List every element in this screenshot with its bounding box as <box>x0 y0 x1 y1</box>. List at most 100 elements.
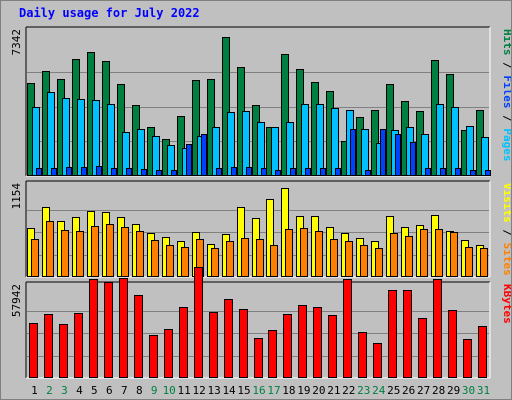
bar-kbytes-day-23 <box>358 332 367 378</box>
x-tick-label-3: 3 <box>61 384 68 397</box>
chart-title: Daily usage for July 2022 <box>19 6 200 20</box>
bar-hits-day-12 <box>192 80 200 176</box>
bar-sites-day-26 <box>405 236 413 277</box>
bar-pages-day-23 <box>365 170 371 176</box>
bar-files-day-5 <box>92 100 100 176</box>
x-tick-label-25: 25 <box>387 384 400 397</box>
series-kbytes <box>29 267 487 378</box>
bar-pages-day-18 <box>290 168 296 176</box>
bar-sites-day-13 <box>211 248 219 277</box>
x-tick-label-11: 11 <box>178 384 191 397</box>
bar-sites-day-15 <box>241 238 249 277</box>
legend-entry-files: Files <box>501 75 511 108</box>
bar-sites-day-20 <box>315 231 323 277</box>
bar-kbytes-day-15 <box>239 309 248 378</box>
x-tick-label-16: 16 <box>252 384 265 397</box>
bar-kbytes-day-3 <box>59 324 68 378</box>
bar-sites-day-22 <box>345 241 353 277</box>
bar-pages-day-3 <box>66 167 72 176</box>
panel-visits-legend: Visits / Sites <box>501 183 511 276</box>
bar-kbytes-day-10 <box>164 329 173 378</box>
x-tick-label-1: 1 <box>31 384 38 397</box>
series-pages <box>36 129 491 176</box>
x-tick-label-8: 8 <box>136 384 143 397</box>
x-tick-label-14: 14 <box>222 384 236 397</box>
bar-files-day-21 <box>331 108 339 176</box>
bar-kbytes-day-17 <box>268 330 277 378</box>
bar-pages-day-20 <box>320 168 326 176</box>
bar-pages-day-29 <box>455 168 461 176</box>
bar-kbytes-day-26 <box>403 290 412 378</box>
x-tick-label-26: 26 <box>402 384 415 397</box>
bar-hits-day-7 <box>117 84 125 176</box>
bar-kbytes-day-4 <box>74 313 83 378</box>
bar-kbytes-day-20 <box>313 307 322 378</box>
panel-hits: 7342 Hits / Files / Pages <box>10 26 511 177</box>
legend-entry-separator: / <box>501 109 511 129</box>
bar-pages-day-19 <box>305 168 311 176</box>
bar-sites-day-24 <box>375 248 383 277</box>
bar-sites-day-31 <box>480 248 488 277</box>
bar-pages-day-21 <box>335 168 341 176</box>
x-tick-label-2: 2 <box>46 384 53 397</box>
bar-pages-day-1 <box>36 168 42 176</box>
bar-sites-day-7 <box>121 227 129 277</box>
bar-files-day-19 <box>301 104 309 176</box>
bar-sites-day-16 <box>256 239 264 277</box>
bar-files-day-20 <box>316 104 324 176</box>
x-tick-label-6: 6 <box>106 384 113 397</box>
bar-pages-day-27 <box>425 168 431 176</box>
x-tick-label-30: 30 <box>462 384 475 397</box>
x-tick-label-23: 23 <box>357 384 370 397</box>
x-tick-label-21: 21 <box>327 384 340 397</box>
bar-sites-day-23 <box>360 245 368 277</box>
bar-sites-day-1 <box>31 239 39 277</box>
bar-kbytes-day-9 <box>149 335 158 378</box>
bar-kbytes-day-7 <box>119 278 128 378</box>
bar-files-day-31 <box>481 137 489 176</box>
bar-pages-day-2 <box>51 168 57 176</box>
panel-kbytes: 57942 KBytes <box>10 267 511 379</box>
legend-entry-visits: Visits <box>501 183 511 223</box>
bar-sites-day-14 <box>226 241 234 277</box>
bar-pages-day-14 <box>231 167 237 176</box>
bar-kbytes-day-29 <box>448 310 457 378</box>
bar-kbytes-day-5 <box>89 279 98 378</box>
bar-kbytes-day-8 <box>134 295 143 378</box>
bar-pages-day-25 <box>395 134 401 176</box>
bar-pages-day-30 <box>470 170 476 176</box>
panel-visits-max-label: 1154 <box>10 183 23 210</box>
legend-entry-hits: Hits <box>501 29 511 56</box>
panel-kbytes-max-label: 57942 <box>10 284 23 317</box>
chart-panels: 7342 Hits / Files / Pages 1154 Visits / Sit… <box>10 26 511 379</box>
legend-entry-kbytes: KBytes <box>501 284 511 324</box>
bar-sites-day-3 <box>61 230 69 277</box>
x-tick-label-24: 24 <box>372 384 386 397</box>
bar-files-day-16 <box>257 122 265 176</box>
panel-kbytes-legend: KBytes <box>501 284 511 324</box>
x-tick-label-31: 31 <box>477 384 490 397</box>
bar-sites-day-17 <box>270 245 278 277</box>
bar-pages-day-8 <box>141 169 147 176</box>
bar-kbytes-day-21 <box>328 315 337 378</box>
bar-files-day-23 <box>361 129 369 176</box>
bar-kbytes-day-27 <box>418 318 427 378</box>
bar-files-day-30 <box>466 126 474 176</box>
x-tick-label-20: 20 <box>312 384 325 397</box>
bar-sites-day-18 <box>285 229 293 277</box>
x-tick-label-17: 17 <box>267 384 280 397</box>
bar-sites-day-4 <box>76 231 84 277</box>
bar-kbytes-day-16 <box>254 338 263 378</box>
bar-kbytes-day-30 <box>463 339 472 378</box>
panel-visits: 1154 Visits / Sites <box>10 180 511 278</box>
x-tick-label-12: 12 <box>193 384 206 397</box>
bar-sites-day-8 <box>136 231 144 277</box>
bar-pages-day-17 <box>275 170 281 176</box>
bar-sites-day-11 <box>181 247 189 277</box>
bar-files-day-2 <box>47 92 55 176</box>
bar-sites-day-2 <box>46 221 54 277</box>
bar-pages-day-7 <box>126 168 132 176</box>
series-files <box>32 92 489 176</box>
bar-kbytes-day-1 <box>29 323 38 378</box>
